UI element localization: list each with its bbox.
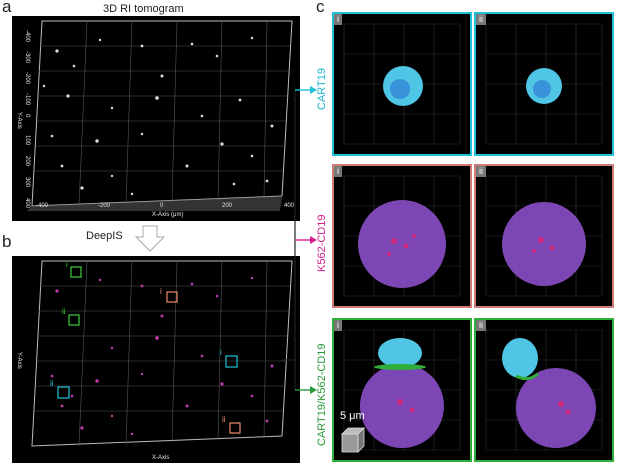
view-tag: i [334, 14, 342, 25]
synapse-i [374, 364, 426, 370]
volume-frame-b [31, 260, 293, 447]
k562-cell-conj-ii [516, 368, 596, 448]
view-tag: ii [476, 320, 486, 331]
down-arrow-icon [134, 225, 166, 252]
view-tag: i [334, 320, 342, 331]
row-label-cart19: CART19 [316, 68, 328, 110]
y-tick-label: -300 [24, 51, 30, 64]
grid-lines [34, 20, 290, 207]
y-tick-label: -200 [24, 72, 30, 85]
scale-cube-icon [341, 427, 365, 453]
scale-bar-label: 5 μm [340, 410, 365, 422]
cart19-i-view: i [332, 12, 472, 156]
roi-cyan-i-label: i [220, 348, 222, 357]
conjugate-ii-view: ii [474, 318, 614, 462]
panel-b-letter: b [2, 232, 12, 251]
row-label-cart19-k562: CART19/K562-CD19 [316, 343, 328, 446]
tcell-conj-i [378, 338, 422, 368]
deepis-label: DeepIS [86, 230, 123, 242]
row-label-k562: K562-CD19 [316, 214, 328, 272]
y-tick-label: 0 [24, 114, 30, 118]
roi-cyan-ii-label: ii [50, 379, 54, 388]
roi-green-i [70, 266, 82, 278]
x-ticks-a: -400 -200 0 200 400 [36, 203, 295, 209]
tomogram-panel-a: -400 -300 -200 -100 0 100 200 300 400 -400 -200 0 2… [12, 16, 300, 221]
y-axis-label-a: Y-Axis [16, 112, 22, 129]
segmented-dots [50, 276, 274, 436]
y-tick-label: -100 [24, 93, 30, 106]
x-tick-label: 0 [160, 203, 164, 209]
tcell-conj-ii [502, 338, 538, 378]
connector-lines [282, 86, 317, 394]
view-tag: ii [476, 166, 486, 177]
volume-frame [31, 20, 293, 207]
y-tick-label: 400 [24, 198, 30, 209]
x-tick-label: -200 [98, 203, 111, 209]
y-ticks-a: -400 -300 -200 -100 0 100 200 300 400 [24, 30, 30, 209]
view-tag: ii [476, 14, 486, 25]
y-tick-label: 300 [24, 177, 30, 188]
k562-i-view: i [332, 164, 472, 308]
y-axis-label-b: Y-Axis [16, 352, 22, 369]
cart19-ii-view: ii [474, 12, 614, 156]
y-tick-label: 100 [24, 135, 30, 146]
x-axis-label-a: X-Axis (μm) [152, 212, 183, 218]
roi-orange-i-label: i [160, 287, 162, 296]
panel-a-title: 3D RI tomogram [103, 3, 184, 15]
synapse-ii [515, 372, 539, 381]
x-axis-label-b: X-Axis [152, 455, 169, 461]
roi-green-i-label: i [66, 260, 68, 269]
y-tick-label: -400 [24, 30, 30, 43]
roi-green-ii-label: ii [62, 307, 66, 316]
x-tick-label: -400 [36, 203, 49, 209]
k562-cell-conj-i [360, 364, 444, 448]
panel-a-letter: a [2, 0, 12, 16]
conjugate-i-view: i 5 μm [332, 318, 472, 462]
roi-orange-ii [229, 422, 241, 434]
roi-orange-i [166, 291, 178, 303]
roi-cyan-ii [57, 386, 70, 399]
cell-dots [42, 36, 274, 196]
panel-c-letter: c [316, 0, 325, 16]
y-tick-label: 200 [24, 156, 30, 167]
x-tick-label: 200 [222, 203, 233, 209]
view-tag: i [334, 166, 342, 177]
tomogram-panel-b: i ii i ii i ii Y-Axis X-Axis [12, 256, 300, 463]
grid-lines-b [34, 260, 290, 447]
tomogram-a-plot: -400 -300 -200 -100 0 100 200 300 400 -400 -200 0 2… [16, 20, 295, 218]
roi-orange-ii-label: ii [222, 415, 226, 424]
k562-cell-ii [502, 202, 586, 286]
tomogram-b-plot: i ii i ii i ii Y-Axis X-Axis [16, 260, 293, 461]
volume-bottom [27, 196, 282, 211]
k562-ii-view: ii [474, 164, 614, 308]
roi-green-ii [68, 314, 80, 326]
k562-cell-i [358, 200, 446, 288]
roi-cyan-i [225, 355, 238, 368]
x-tick-label: 400 [284, 203, 295, 209]
